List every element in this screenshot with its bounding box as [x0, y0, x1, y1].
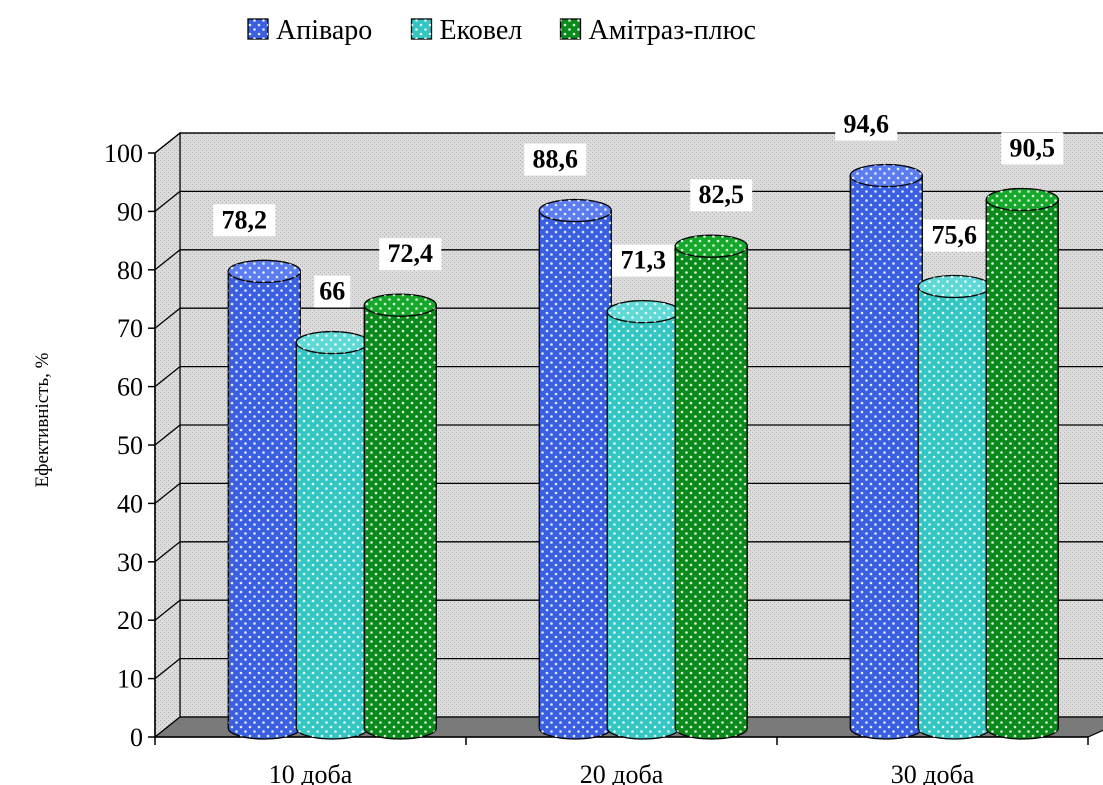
bar [538, 198, 612, 740]
bar-top-texture [364, 294, 437, 317]
data-label-bg [690, 179, 753, 212]
bar [674, 234, 748, 740]
y-tick-label: 80 [117, 256, 143, 285]
gridline-side [154, 424, 181, 446]
bar-texture [228, 271, 301, 740]
legend-swatch-texture [560, 19, 581, 39]
gridline-side [154, 190, 181, 212]
bar-texture [918, 286, 991, 740]
bar-texture [986, 199, 1059, 740]
bar-top-texture [675, 235, 748, 258]
legend-item: Апіваро [247, 15, 372, 46]
data-label-bg [314, 275, 351, 308]
data-label: 90,5 [1010, 133, 1056, 162]
data-label: 71,3 [621, 246, 667, 275]
bar [295, 330, 369, 740]
legend-label: Апіваро [276, 15, 372, 46]
data-label: 88,6 [533, 145, 579, 174]
x-category-label: 30 доба [891, 760, 975, 785]
data-label-bg [923, 219, 986, 252]
bar-texture [539, 210, 612, 739]
axes: 0 10 20 30 40 50 60 70 80 90 100 10 доба 20 доба 30 д… [104, 139, 1089, 785]
bars [227, 163, 1059, 740]
data-label-bg [835, 108, 898, 141]
bar-top-texture [918, 275, 991, 298]
data-label: 82,5 [699, 180, 745, 209]
y-tick-label: 40 [117, 489, 143, 518]
gridline-side [154, 249, 181, 271]
y-tick-label: 50 [117, 431, 143, 460]
x-category-label: 20 доба [580, 760, 664, 785]
bar-texture [364, 305, 437, 740]
bar [985, 187, 1059, 740]
y-tick-label: 60 [117, 373, 143, 402]
y-tick-label: 10 [117, 665, 143, 694]
gridline-side [154, 132, 181, 154]
bar-top-texture [228, 260, 301, 283]
data-label-bg [1001, 132, 1064, 165]
data-label: 75,6 [932, 220, 978, 249]
y-tick-label: 100 [104, 139, 143, 168]
data-label: 66 [319, 277, 345, 306]
legend-swatch-texture [411, 19, 432, 39]
gridline-side [154, 307, 181, 329]
data-label: 72,4 [388, 239, 434, 268]
gridline-side [154, 366, 181, 388]
gridline-side [154, 541, 181, 563]
bar-texture [675, 246, 748, 740]
legend-label: Ековел [440, 15, 523, 46]
bar-top-texture [607, 300, 680, 323]
data-label-bg [379, 238, 442, 271]
data-labels: 78,2 66 72,4 88,6 71,3 82,5 94,6 75,6 90,5 [213, 108, 1064, 308]
bar-top-texture [539, 199, 612, 222]
bar-texture [607, 311, 680, 740]
bar-texture [850, 175, 923, 740]
y-tick-label: 20 [117, 606, 143, 635]
y-tick-label: 70 [117, 314, 143, 343]
y-axis-label: Ефективність, % [32, 352, 53, 487]
bar [606, 299, 680, 740]
bar-texture [296, 342, 369, 740]
data-label: 78,2 [222, 205, 268, 234]
bar [363, 293, 437, 740]
legend-item: Ековел [410, 15, 523, 46]
y-tick-label: 90 [117, 197, 143, 226]
gridline-side [154, 599, 181, 621]
bar-top-texture [850, 164, 923, 187]
bar-top-texture [296, 331, 369, 354]
data-label-bg [213, 204, 276, 237]
legend-swatch-texture [248, 19, 268, 39]
legend: Апіваро Ековел Амітраз-плюс [247, 15, 756, 46]
gridline-side [154, 658, 181, 680]
y-tick-label: 0 [130, 723, 143, 752]
gridline-side [154, 482, 181, 504]
legend-label: Амітраз-плюс [589, 15, 756, 46]
bar [917, 274, 991, 740]
data-label-bg [524, 143, 587, 176]
data-label: 94,6 [844, 110, 890, 139]
x-category-label: 10 доба [269, 760, 353, 785]
y-tick-label: 30 [117, 548, 143, 577]
legend-item: Амітраз-плюс [559, 15, 756, 46]
bar-top-texture [986, 188, 1059, 211]
data-label-bg [612, 244, 675, 277]
bar [227, 259, 301, 740]
bar [849, 163, 923, 740]
